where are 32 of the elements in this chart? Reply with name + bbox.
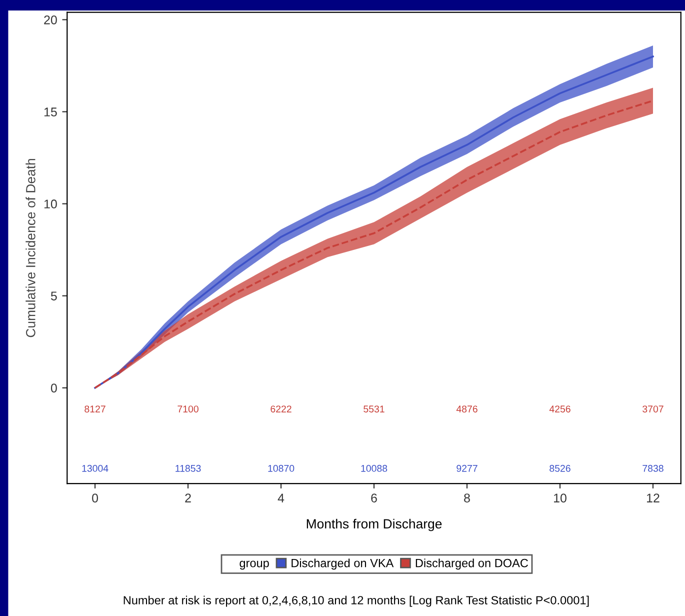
x-tick-label: 4 [278, 494, 284, 502]
y-tick-label: 20 [44, 15, 57, 24]
annotation: 5531 [364, 406, 384, 412]
y-tick-label: 10 [44, 200, 57, 208]
annotation: 3707 [642, 406, 664, 412]
annotation: 4876 [456, 406, 478, 412]
annotation: 8526 [550, 464, 570, 472]
y-tick-label: 0 [50, 384, 57, 392]
legend-label: Discharged on DOAC [416, 558, 528, 570]
text: Number at risk is report at 0,2,4,6,8,10 and 12 months [Log Rank Test Statistic P<0.0001] [124, 596, 589, 607]
x-tick-label: 2 [185, 494, 191, 502]
annotation: 6222 [270, 406, 292, 412]
y-axis-title: Cumulative Incidence of Death [26, 158, 36, 338]
x-tick-label: 6 [371, 494, 377, 502]
y-tick-label: 5 [50, 292, 57, 300]
x-axis-title: Months from Discharge [306, 518, 442, 532]
annotation: 7838 [642, 464, 664, 472]
x-tick-label: 0 [92, 494, 98, 502]
annotation: 11853 [176, 464, 201, 472]
x-tick-label: 12 [646, 494, 660, 502]
annotation: 10088 [361, 464, 388, 472]
x-tick-label: 8 [464, 494, 470, 502]
y-tick-label: 15 [44, 108, 57, 116]
annotation: 9277 [456, 464, 478, 472]
annotation: 13004 [82, 464, 108, 472]
legend-title: group [240, 560, 269, 570]
x-tick-label: 10 [554, 494, 566, 502]
legend-label: Discharged on VKA [292, 558, 394, 570]
annotation: 4256 [549, 406, 570, 412]
annotation: 8127 [84, 406, 106, 412]
annotation: 7100 [178, 406, 198, 412]
annotation: 10870 [268, 464, 294, 472]
